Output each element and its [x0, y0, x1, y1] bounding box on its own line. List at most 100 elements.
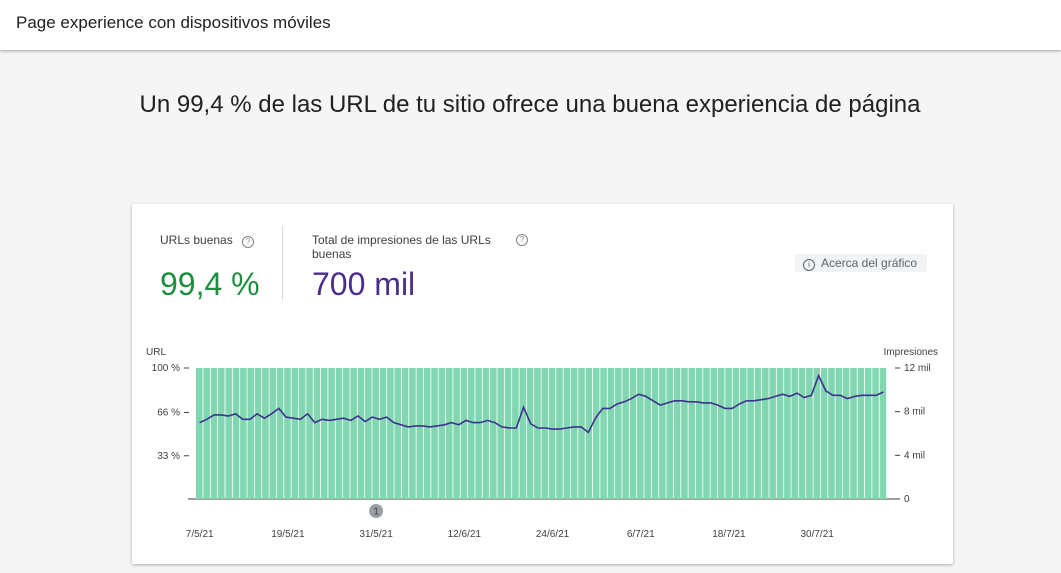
bar — [423, 368, 431, 499]
bar — [739, 368, 747, 499]
bar — [835, 368, 843, 499]
bar — [475, 368, 482, 499]
left-axis-title: URL — [146, 347, 166, 358]
bar — [754, 368, 762, 499]
bar — [394, 368, 402, 499]
x-tick-label: 6/7/21 — [627, 529, 655, 540]
bar — [747, 368, 754, 499]
bar — [284, 368, 291, 499]
bar — [203, 368, 210, 499]
bar — [791, 368, 798, 499]
bar — [762, 368, 769, 499]
bar — [416, 368, 424, 499]
bar — [210, 368, 218, 499]
bar — [548, 368, 556, 499]
bar — [776, 368, 784, 499]
bar — [820, 368, 828, 499]
bar — [357, 368, 365, 499]
chart-card: URLs buenas ? 99,4 % Total de impresione… — [132, 204, 953, 564]
bar — [659, 368, 666, 499]
bar — [703, 368, 710, 499]
bar — [401, 368, 409, 499]
impressions-metric-label: Total de impresiones de las URLs buenas — [312, 233, 491, 261]
bar — [828, 368, 835, 499]
bar — [644, 368, 651, 499]
annotation-marker — [369, 504, 384, 518]
bar — [504, 368, 512, 499]
bar — [651, 368, 659, 499]
bar — [556, 368, 563, 499]
bar — [365, 368, 372, 499]
bar — [570, 368, 578, 499]
bar — [276, 368, 284, 499]
right-tick-label: 8 mil — [904, 407, 925, 418]
bar — [387, 368, 394, 499]
bar — [482, 368, 490, 499]
x-tick-label: 12/6/21 — [448, 529, 482, 540]
bar — [578, 368, 585, 499]
bar — [850, 368, 857, 499]
bar — [343, 368, 350, 499]
bar — [409, 368, 416, 499]
left-tick-label: 33 % — [157, 451, 180, 462]
left-tick-label: 100 % — [152, 363, 180, 374]
bar — [688, 368, 696, 499]
x-tick-label: 18/7/21 — [712, 529, 746, 540]
impressions-value: 700 mil — [312, 266, 416, 302]
bar — [534, 368, 541, 499]
bar — [460, 368, 468, 499]
bar — [512, 368, 519, 499]
bar — [232, 368, 240, 499]
page-title: Page experience con dispositivos móviles — [16, 13, 331, 32]
x-tick-label: 24/6/21 — [536, 529, 570, 540]
bar — [247, 368, 255, 499]
chart-svg: URL Impresiones 100 % 66 % 33 % 12 mil 8 mil 4 … — [146, 347, 938, 540]
left-tick-label: 66 % — [157, 408, 180, 419]
bar — [335, 368, 343, 499]
bar — [431, 368, 438, 499]
bar — [607, 368, 615, 499]
annotation-label: 1 — [373, 507, 379, 518]
bar — [379, 368, 387, 499]
bar — [592, 368, 600, 499]
help-icon[interactable]: ? — [516, 234, 528, 246]
bar — [615, 368, 622, 499]
bar — [857, 368, 865, 499]
bar — [445, 368, 453, 499]
bar — [240, 368, 247, 499]
bar — [784, 368, 791, 499]
right-tick-label: 0 — [904, 494, 910, 505]
bar — [842, 368, 850, 499]
bar — [769, 368, 776, 499]
bar — [438, 368, 446, 499]
bar — [798, 368, 806, 499]
info-icon: i — [803, 259, 815, 271]
bar — [732, 368, 740, 499]
right-axis-title: Impresiones — [884, 347, 938, 358]
bar — [372, 368, 379, 499]
bar — [813, 368, 821, 499]
bar — [681, 368, 688, 499]
bar — [864, 368, 872, 499]
bar — [541, 368, 549, 499]
bar — [872, 368, 879, 499]
x-tick-label: 19/5/21 — [271, 529, 305, 540]
bar — [313, 368, 321, 499]
bar — [291, 368, 299, 499]
good-urls-metric-label: URLs buenas ? — [160, 233, 255, 248]
about-chart-button[interactable]: i Acerca del gráfico — [795, 254, 928, 272]
bar — [298, 368, 306, 499]
bar — [717, 368, 725, 499]
help-icon[interactable]: ? — [242, 236, 255, 248]
bar — [600, 368, 607, 499]
good-urls-value: 99,4 % — [160, 266, 260, 302]
bar — [637, 368, 644, 499]
about-chart-label: Acerca del gráfico — [821, 256, 918, 270]
bar — [666, 368, 674, 499]
bar — [328, 368, 335, 499]
bar — [725, 368, 732, 499]
bar — [563, 368, 571, 499]
bar — [225, 368, 232, 499]
bar — [269, 368, 277, 499]
bar — [350, 368, 357, 499]
